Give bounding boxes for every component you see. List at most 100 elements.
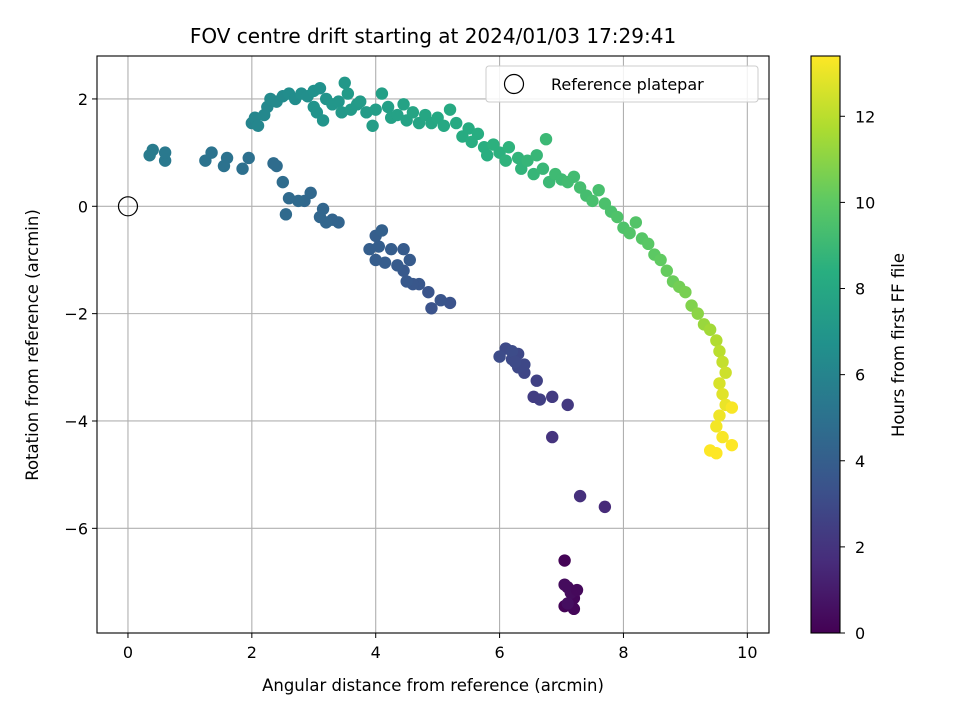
- data-point: [450, 116, 463, 130]
- y-tick-label: −6: [64, 519, 88, 538]
- data-point: [586, 194, 599, 208]
- colorbar-tick-label: 0: [855, 624, 865, 643]
- colorbar-tick-label: 6: [855, 366, 865, 385]
- x-tick-label: 0: [123, 643, 133, 662]
- data-point: [372, 240, 386, 253]
- colorbar-tick-label: 10: [855, 193, 875, 212]
- data-point: [592, 183, 605, 197]
- data-point: [546, 430, 559, 444]
- data-point: [292, 194, 305, 208]
- data-point: [316, 202, 330, 216]
- data-point: [335, 106, 348, 119]
- data-point: [527, 390, 540, 404]
- data-point: [679, 285, 692, 299]
- data-point: [713, 345, 726, 358]
- data-point: [251, 119, 265, 132]
- data-point: [381, 100, 395, 114]
- colorbar-tick-label: 12: [855, 107, 875, 126]
- legend-box: [485, 65, 759, 103]
- data-point: [282, 192, 296, 205]
- data-points: [143, 76, 739, 616]
- colorbar-tick-label: 4: [855, 452, 865, 471]
- data-point: [561, 398, 574, 412]
- plot-frame: [96, 55, 770, 634]
- data-point: [369, 253, 382, 267]
- data-point: [425, 302, 438, 315]
- data-point: [530, 149, 543, 162]
- colorbar-tick-label: 2: [855, 538, 865, 557]
- data-point: [363, 243, 376, 256]
- y-tick-label: 2: [78, 90, 88, 109]
- data-point: [462, 122, 475, 135]
- data-point: [558, 578, 571, 591]
- data-point: [332, 95, 345, 108]
- reference-marker: [117, 196, 139, 217]
- colorbar-frame: [810, 55, 841, 634]
- data-point: [719, 366, 732, 379]
- chart-title: FOV centre drift starting at 2024/01/03 …: [190, 24, 676, 48]
- data-point: [567, 170, 581, 183]
- data-point: [573, 489, 587, 503]
- data-point: [366, 119, 379, 132]
- colorbar-ticks: 0 2 4 6 8 10 12: [840, 107, 875, 643]
- data-point: [713, 409, 726, 422]
- y-tick-label: −4: [64, 412, 88, 431]
- colorbar-label: Hours from first FF file: [889, 253, 908, 437]
- x-tick-label: 10: [737, 643, 757, 662]
- data-point: [384, 243, 398, 256]
- data-point: [716, 355, 729, 369]
- legend-entry-reference: Reference platepar: [551, 75, 704, 94]
- data-point: [375, 224, 389, 237]
- data-point: [406, 106, 420, 119]
- y-axis-ticks: −6 −4 −2 0 2: [64, 90, 97, 538]
- data-point: [710, 420, 723, 433]
- colorbar: [811, 56, 840, 633]
- data-point: [654, 253, 667, 267]
- data-point: [539, 132, 553, 146]
- data-point: [400, 275, 413, 288]
- data-point: [536, 162, 550, 175]
- data-point: [518, 358, 531, 371]
- data-point: [508, 355, 522, 369]
- data-point: [375, 87, 389, 100]
- data-point: [397, 243, 410, 256]
- y-tick-label: 0: [78, 197, 88, 216]
- data-point: [703, 323, 717, 336]
- data-point: [143, 149, 156, 162]
- data-point: [338, 76, 351, 90]
- data-point: [391, 108, 404, 122]
- data-point: [499, 154, 512, 167]
- data-point: [397, 98, 410, 111]
- data-point: [642, 237, 655, 251]
- data-point: [505, 345, 519, 358]
- data-point: [437, 119, 451, 132]
- data-point: [493, 350, 506, 363]
- data-point: [471, 127, 485, 141]
- x-tick-label: 2: [247, 643, 257, 662]
- data-point: [391, 259, 404, 272]
- data-point: [725, 438, 739, 452]
- data-point: [530, 374, 543, 387]
- data-point: [443, 296, 457, 310]
- data-point: [716, 387, 729, 401]
- data-point: [623, 226, 636, 240]
- data-point: [276, 175, 290, 189]
- data-point: [443, 103, 457, 116]
- data-point: [313, 82, 327, 95]
- y-axis-label: Rotation from reference (arcmin): [23, 209, 42, 481]
- data-point: [242, 151, 255, 165]
- x-axis-ticks: 0 2 4 6 8 10: [123, 633, 758, 662]
- data-point: [199, 154, 212, 167]
- data-point: [691, 307, 704, 320]
- colorbar-tick-label: 8: [855, 280, 865, 299]
- data-point: [502, 141, 516, 154]
- data-point: [267, 157, 280, 170]
- data-point: [611, 210, 624, 224]
- data-point: [279, 208, 293, 221]
- data-point: [434, 294, 447, 307]
- data-point: [217, 159, 231, 173]
- x-tick-label: 6: [494, 643, 504, 662]
- legend: Reference platepar: [485, 65, 759, 103]
- data-point: [158, 146, 172, 159]
- data-point: [561, 597, 574, 610]
